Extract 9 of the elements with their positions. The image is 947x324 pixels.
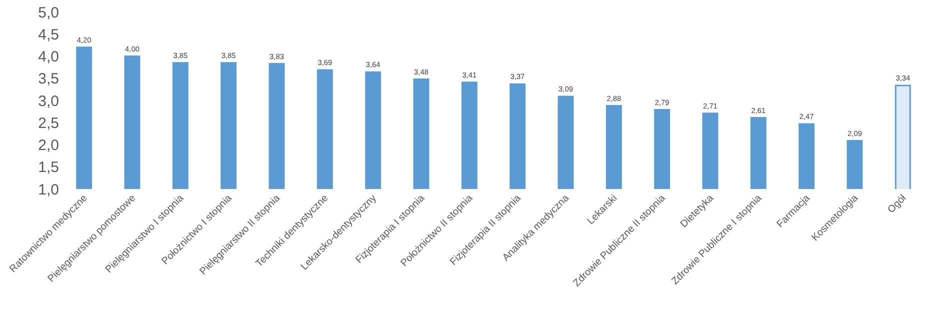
y-tick-label: 4,0 xyxy=(38,48,59,66)
y-tick-label: 1,5 xyxy=(38,159,59,176)
y-tick-label: 2,0 xyxy=(38,137,59,154)
y-tick-label: 4,5 xyxy=(38,26,59,44)
y-tick-label: 2,5 xyxy=(38,114,59,132)
y-tick-label: 3,5 xyxy=(38,70,59,88)
y-tick-label: 1,0 xyxy=(38,181,59,198)
y-tick-label: 5,0 xyxy=(38,4,59,22)
y-tick-label: 3,0 xyxy=(38,92,59,110)
